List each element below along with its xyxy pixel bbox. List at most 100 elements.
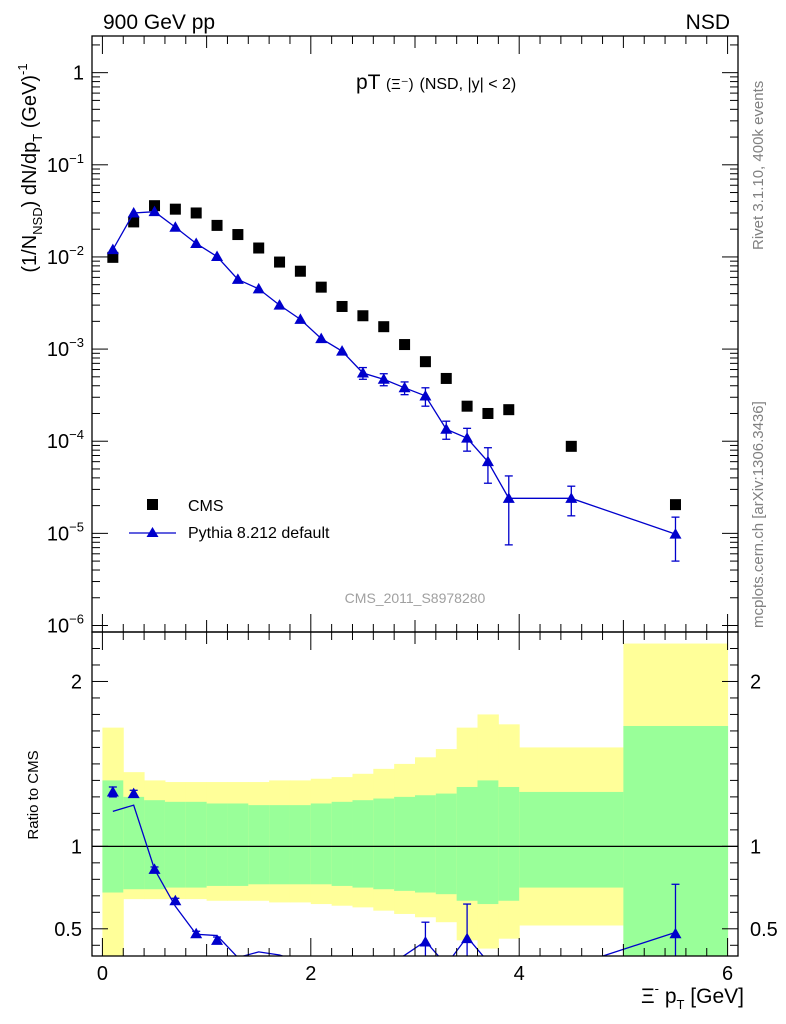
- process-label: NSD: [686, 11, 730, 34]
- pythia-line: [112, 211, 676, 535]
- legend-cms-label: CMS: [188, 498, 224, 515]
- uncertainty-band-inner: [331, 801, 353, 886]
- pythia-data-point: [461, 432, 474, 443]
- y-tick-label: 1: [73, 63, 84, 85]
- main-plot-frame: [91, 35, 739, 633]
- pythia-data-point: [148, 205, 161, 217]
- plot-title-particle: (Ξ⁻): [386, 76, 414, 93]
- pythia-data-point: [273, 299, 286, 310]
- legend-cms-marker: [147, 499, 158, 510]
- pythia-data-point: [440, 423, 453, 434]
- uncertainty-band-inner: [227, 803, 249, 886]
- uncertainty-band-inner: [144, 800, 166, 890]
- mcplots-label: mcplots.cern.ch [arXiv:1306.3436]: [750, 401, 767, 628]
- collision-label: 900 GeV pp: [103, 11, 215, 34]
- uncertainty-band-inner: [373, 798, 395, 890]
- ratio-data-point: [669, 927, 682, 939]
- cms-data-point: [357, 310, 369, 322]
- cms-data-point: [232, 229, 244, 241]
- ratio-data-point: [127, 787, 140, 799]
- uncertainty-band-inner: [123, 796, 145, 890]
- cms-data-point: [169, 203, 181, 215]
- ratio-data-point: [148, 863, 161, 874]
- cms-data-point: [482, 407, 494, 419]
- cms-data-point: [211, 219, 223, 231]
- uncertainty-band-inner: [310, 803, 333, 885]
- uncertainty-band-inner: [456, 786, 479, 901]
- legend: CMS Pythia 8.212 default: [129, 498, 330, 542]
- cms-data-point: [128, 216, 140, 228]
- x-tick-label: 2: [305, 963, 316, 985]
- uncertainty-band-inner: [477, 780, 499, 905]
- cms-data-point: [565, 440, 577, 452]
- x-tick-label: 4: [514, 963, 525, 985]
- ratio-y-tick-label-left: 2: [71, 671, 82, 693]
- pythia-data-point: [127, 206, 140, 218]
- pythia-data-point: [231, 273, 244, 284]
- ratio-data-layer: [92, 643, 738, 956]
- ratio-data-point: [419, 935, 432, 947]
- x-axis-label: Ξ- pT [GeV]: [641, 981, 744, 1012]
- uncertainty-band-inner: [206, 803, 228, 886]
- y-tick-label: 10−2: [47, 243, 84, 269]
- x-tick-label: 0: [97, 963, 108, 985]
- uncertainty-band-inner: [394, 796, 416, 891]
- pythia-data-point: [315, 332, 328, 344]
- main-panel: 10−6 10−5 10−4 10−3 10−2 10−1 1 pT (Ξ⁻) (NSD, …: [15, 35, 739, 637]
- cms-data-point: [440, 372, 452, 384]
- plot-title-main: pT: [356, 71, 381, 94]
- svg-text:(1/NNSD) dN/dpT (GeV)-1: (1/NNSD) dN/dpT (GeV)-1: [15, 63, 45, 272]
- uncertainty-band-inner: [352, 800, 374, 888]
- y-tick-label: 10−5: [47, 519, 84, 545]
- y-tick-label: 10−6: [47, 611, 84, 637]
- ratio-data-point: [461, 932, 474, 944]
- ratio-axis-ticks: 0.5 0.5 1 1 2 2 0 2 4 6: [54, 632, 778, 985]
- uncertainty-band-inner: [248, 805, 270, 885]
- uncertainty-band-inner: [185, 801, 208, 888]
- uncertainty-band-inner: [289, 805, 312, 885]
- ratio-y-tick-label-left: 1: [71, 836, 82, 858]
- pythia-data-point: [336, 345, 349, 356]
- uncertainty-band-inner: [435, 793, 458, 895]
- pythia-data-point: [398, 381, 411, 393]
- uncertainty-band-inner: [415, 795, 437, 893]
- ratio-data-point: [169, 894, 182, 906]
- uncertainty-band-inner: [164, 801, 187, 888]
- uncertainty-band-inner: [519, 791, 624, 888]
- cms-data-point: [419, 356, 431, 368]
- main-axis-ticks: 10−6 10−5 10−4 10−3 10−2 10−1 1: [47, 36, 738, 637]
- plot-title-suffix: (NSD, |y| < 2): [419, 76, 516, 93]
- ratio-data-point: [211, 934, 224, 945]
- cms-data-point: [274, 256, 286, 268]
- pythia-data-point: [502, 492, 515, 503]
- pythia-data-point: [211, 250, 224, 262]
- cms-data-point: [336, 300, 348, 312]
- ratio-data-point: [106, 785, 119, 797]
- pythia-data-point: [356, 367, 369, 378]
- uncertainty-band-inner: [269, 805, 291, 885]
- ratio-y-tick-label-left: 0.5: [54, 919, 82, 941]
- ratio-y-tick-label-right: 0.5: [750, 919, 778, 941]
- pythia-data-point: [481, 455, 494, 467]
- pythia-data-point: [252, 282, 265, 294]
- ratio-panel: 0.5 0.5 1 1 2 2 0 2 4 6 Ratio to CMS: [25, 631, 778, 985]
- cms-data-point: [461, 400, 473, 412]
- y-tick-label: 10−3: [47, 335, 84, 361]
- cms-data-point: [107, 251, 119, 263]
- analysis-id-label: CMS_2011_S8978280: [345, 590, 486, 606]
- pythia-data-point: [377, 373, 390, 384]
- cms-data-point: [315, 281, 327, 293]
- pythia-data-point: [190, 237, 203, 248]
- ratio-y-tick-label-right: 1: [750, 836, 761, 858]
- y-tick-label: 10−4: [47, 427, 84, 453]
- uncertainty-band-inner: [102, 780, 124, 893]
- pythia-data-point: [565, 492, 578, 503]
- uncertainty-band-inner: [498, 786, 520, 901]
- main-y-axis-label: (1/NNSD) dN/dpT (GeV)-1: [15, 63, 45, 272]
- ratio-y-tick-label-right: 2: [750, 671, 761, 693]
- pythia-data-point: [169, 221, 182, 232]
- ratio-y-axis-label: Ratio to CMS: [25, 750, 42, 839]
- legend-pythia-marker: [146, 527, 159, 537]
- cms-data-point: [399, 339, 411, 351]
